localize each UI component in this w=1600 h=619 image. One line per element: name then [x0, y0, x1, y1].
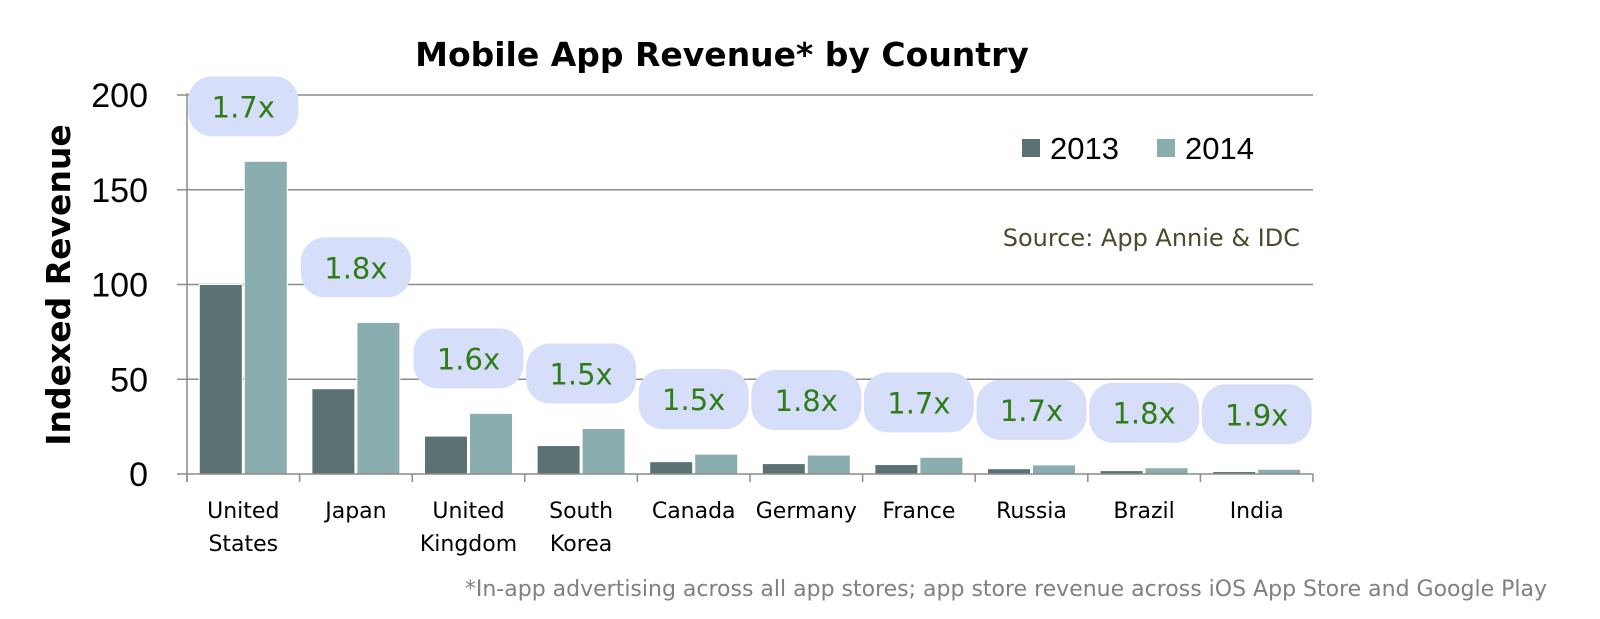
- x-tick-label: Russia: [996, 499, 1067, 524]
- y-tick-label: 0: [129, 456, 148, 494]
- bar-2014: [694, 453, 739, 475]
- multiplier-label: 1.6x: [437, 342, 500, 376]
- y-tick-label: 50: [110, 361, 148, 399]
- x-tick-label: South: [549, 499, 613, 524]
- multiplier-label: 1.5x: [549, 358, 612, 392]
- bar-2014: [581, 428, 626, 475]
- y-tick-label: 200: [91, 77, 148, 115]
- x-tick-label: Japan: [323, 499, 386, 524]
- multiplier-bubble: [638, 369, 749, 430]
- multiplier-bubble: [1201, 384, 1312, 445]
- bar-2013: [424, 435, 468, 475]
- y-axis-label: Indexed Revenue: [39, 124, 78, 446]
- multiplier-bubble: [1089, 382, 1200, 443]
- x-axis: [177, 93, 1314, 482]
- bar-2014: [243, 160, 288, 475]
- bar-2014: [1144, 467, 1189, 475]
- x-tick-label: States: [208, 532, 278, 557]
- multiplier-bubble: [526, 343, 637, 404]
- multiplier-bubble: [863, 372, 974, 433]
- x-tick-label: Germany: [756, 499, 857, 524]
- bar-2013: [761, 463, 806, 475]
- bar-2013: [311, 388, 356, 475]
- chart-title: Mobile App Revenue* by Country: [415, 35, 1029, 74]
- x-tick-label: India: [1230, 499, 1284, 524]
- multiplier-label: 1.8x: [1112, 397, 1175, 431]
- bar-2014: [1032, 464, 1076, 475]
- bar-2014: [356, 321, 401, 475]
- bar-2014: [469, 412, 513, 475]
- legend-label-2013: 2013: [1050, 131, 1119, 166]
- footnote: *In-app advertising across all app store…: [465, 577, 1547, 602]
- bar-2013: [536, 445, 581, 475]
- multiplier-bubble: [188, 76, 299, 137]
- x-tick-label: France: [882, 499, 955, 524]
- multiplier-label: 1.7x: [212, 90, 275, 124]
- legend-swatch-2013: [1022, 139, 1040, 157]
- y-tick-label: 100: [91, 267, 148, 305]
- x-tick-label: United: [207, 499, 279, 524]
- bar-2014: [806, 454, 851, 475]
- bar-2013: [649, 461, 694, 475]
- y-tick-label: 150: [91, 172, 148, 210]
- x-tick-label: Canada: [652, 499, 736, 524]
- multiplier-label: 1.5x: [662, 383, 725, 417]
- x-tick-label: Kingdom: [420, 532, 517, 557]
- multiplier-label: 1.8x: [324, 251, 387, 285]
- multiplier-labels: 1.7x 1.8x 1.6x 1.5x 1.5x 1.8x 1.7x 1.7x 1.8x 1.9x: [188, 76, 1312, 445]
- x-tick-label: Brazil: [1113, 499, 1174, 524]
- multiplier-label: 1.7x: [1000, 394, 1063, 428]
- bar-2014: [919, 456, 964, 475]
- x-axis-ticks: United States Japan United Kingdom South Korea…: [207, 499, 1284, 557]
- multiplier-bubble: [976, 379, 1087, 440]
- multiplier-label: 1.8x: [775, 384, 838, 418]
- legend-label-2014: 2014: [1185, 131, 1254, 166]
- source-annotation: Source: App Annie & IDC: [1003, 224, 1300, 252]
- multiplier-label: 1.9x: [1225, 398, 1288, 432]
- multiplier-label: 1.7x: [887, 386, 950, 420]
- bar-2013: [874, 464, 919, 475]
- bar-2013: [198, 284, 243, 475]
- y-axis-ticks: 0 50 100 150 200: [91, 77, 148, 494]
- legend: 2013 2014: [1022, 131, 1254, 166]
- multiplier-bubble: [751, 370, 862, 431]
- multiplier-bubble: [300, 237, 411, 298]
- multiplier-bubble: [413, 328, 524, 389]
- x-tick-label: United: [432, 499, 504, 524]
- bar-2013: [987, 468, 1031, 475]
- x-tick-label: Korea: [550, 532, 612, 557]
- legend-swatch-2014: [1157, 139, 1175, 157]
